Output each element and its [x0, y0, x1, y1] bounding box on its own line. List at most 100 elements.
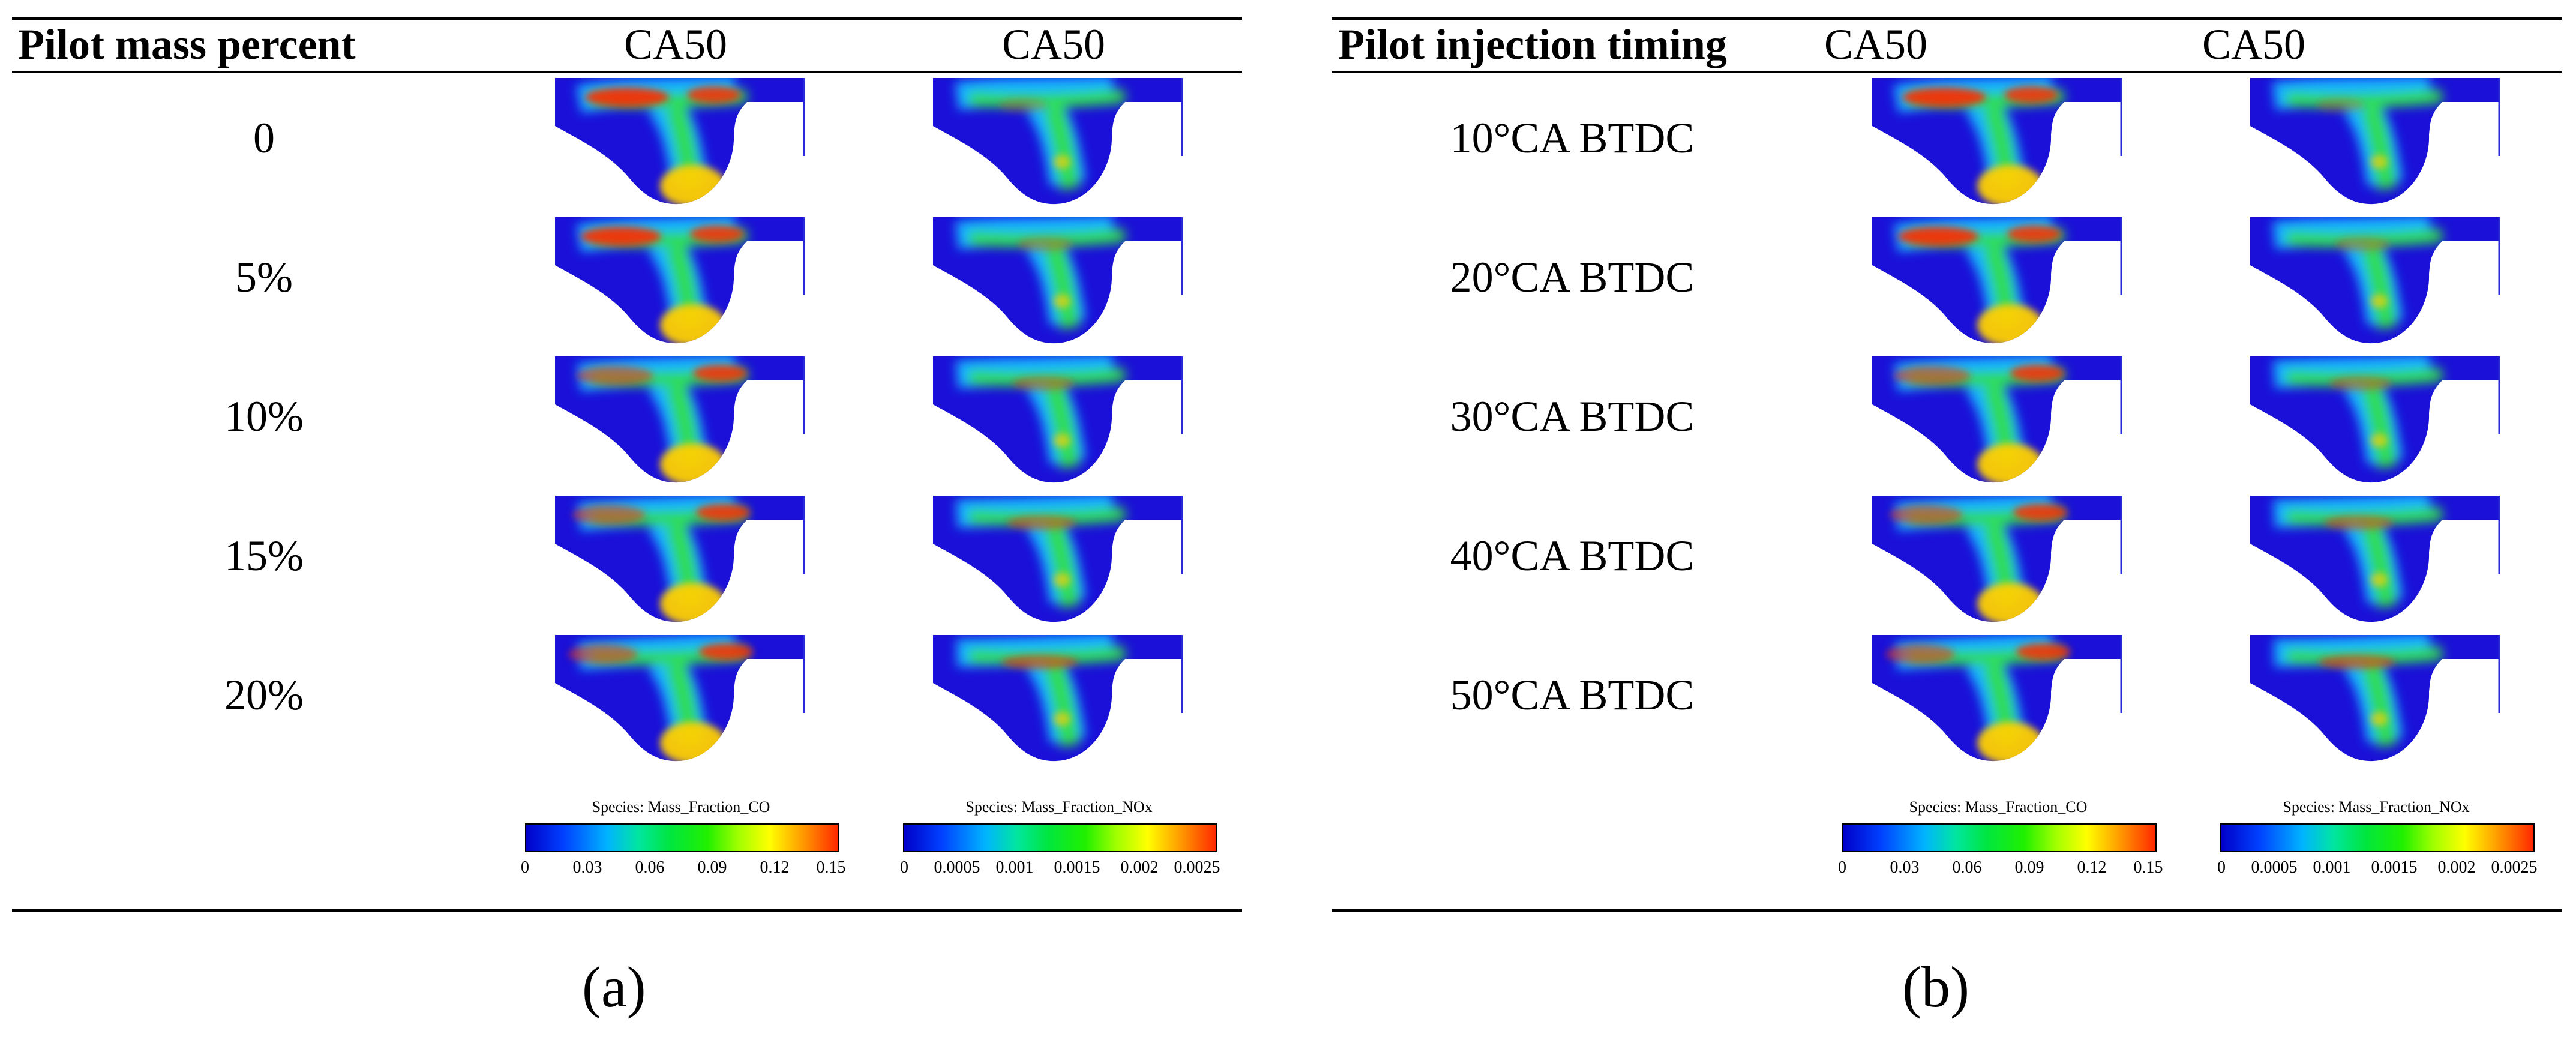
- tick-label: 0.12: [760, 858, 790, 877]
- contour-plot: [555, 356, 805, 483]
- header-ca50-co: CA50: [1824, 20, 1928, 68]
- tick-label: 0: [1838, 858, 1846, 877]
- colorbar-ticks: 0 0.03 0.06 0.09 0.12 0.15: [1836, 858, 2163, 882]
- row-label: 20%: [224, 671, 304, 719]
- colorbar-title: Species: Mass_Fraction_NOx: [2283, 798, 2470, 816]
- tick-label: 0: [900, 858, 908, 877]
- tick-label: 0.06: [1952, 858, 1982, 877]
- header-parameter: Pilot mass percent: [18, 20, 356, 68]
- co-contour-image: [1872, 635, 2124, 762]
- header-rule: [12, 71, 1242, 73]
- tick-label: 0.0015: [2371, 858, 2418, 877]
- colorbar-title: Species: Mass_Fraction_CO: [1909, 798, 2088, 816]
- co-contour-image: [1872, 78, 2124, 205]
- nox-contour-image: [2250, 496, 2502, 622]
- tick-label: 0.06: [635, 858, 665, 877]
- contour-plot: [555, 496, 805, 622]
- nox-contour-image: [933, 217, 1185, 344]
- tick-label: 0.03: [572, 858, 602, 877]
- row-label: 15%: [224, 532, 304, 580]
- tick-label: 0.09: [2014, 858, 2044, 877]
- tick-label: 0.002: [2437, 858, 2476, 877]
- contour-plot: [933, 78, 1183, 205]
- row-label: 30°CA BTDC: [1450, 392, 1695, 440]
- tick-label: 0.09: [697, 858, 727, 877]
- contour-plot: [1872, 635, 2122, 762]
- table-row: 30°CA BTDC: [1332, 350, 2562, 490]
- nox-contour-image: [933, 78, 1185, 205]
- colorbar-gradient: [1842, 823, 2157, 852]
- header-ca50-nox: CA50: [1002, 20, 1106, 68]
- contour-plot: [1872, 496, 2122, 622]
- contour-plot: [1872, 356, 2122, 483]
- contour-plot: [2250, 217, 2500, 344]
- panel-b-label: (b): [1902, 955, 1969, 1019]
- tick-label: 0.001: [2313, 858, 2351, 877]
- row-label: 10°CA BTDC: [1450, 114, 1695, 162]
- contour-plot: [2250, 78, 2500, 205]
- co-contour-image: [555, 496, 807, 622]
- table-row: 5%: [12, 211, 1242, 350]
- colorbar-co: Species: Mass_Fraction_CO 0 0.03 0.06 0.…: [1836, 792, 2163, 894]
- colorbar-gradient: [525, 823, 839, 852]
- co-contour-image: [555, 78, 807, 205]
- tick-label: 0: [521, 858, 529, 877]
- table-row: 10%: [12, 350, 1242, 490]
- row-label: 10%: [224, 392, 304, 440]
- table-row: 0: [12, 72, 1242, 211]
- bottom-rule: [12, 909, 1242, 912]
- contour-plot: [1872, 78, 2122, 205]
- contour-plot: [555, 217, 805, 344]
- row-label: 0: [253, 114, 275, 162]
- contour-plot: [555, 635, 805, 762]
- tick-label: 0.15: [2133, 858, 2163, 877]
- contour-plot: [2250, 496, 2500, 622]
- colorbar-gradient: [2220, 823, 2535, 852]
- tick-label: 0.0025: [2491, 858, 2538, 877]
- contour-plot: [2250, 356, 2500, 483]
- tick-label: 0.0025: [1174, 858, 1220, 877]
- colorbar-nox: Species: Mass_Fraction_NOx 0 0.0005 0.00…: [2214, 792, 2538, 894]
- nox-contour-image: [933, 356, 1185, 483]
- nox-contour-image: [933, 496, 1185, 622]
- contour-plot: [2250, 635, 2500, 762]
- contour-plot: [933, 496, 1183, 622]
- colorbar-gradient: [903, 823, 1217, 852]
- table-row: 15%: [12, 490, 1242, 629]
- tick-label: 0.001: [995, 858, 1034, 877]
- header-ca50-co: CA50: [624, 20, 728, 68]
- tick-label: 0.0005: [934, 858, 980, 877]
- row-label: 50°CA BTDC: [1450, 671, 1695, 719]
- panel-a-label: (a): [582, 955, 646, 1019]
- tick-label: 0.03: [1890, 858, 1920, 877]
- contour-plot: [933, 356, 1183, 483]
- table-row: 50°CA BTDC: [1332, 629, 2562, 768]
- panel-a: Pilot mass percent CA50 CA50 0: [12, 0, 1254, 936]
- tick-label: 0.12: [2077, 858, 2107, 877]
- contour-plot: [555, 78, 805, 205]
- co-contour-image: [1872, 217, 2124, 344]
- nox-contour-image: [933, 635, 1185, 762]
- co-contour-image: [555, 356, 807, 483]
- nox-contour-image: [2250, 635, 2502, 762]
- contour-plot: [933, 217, 1183, 344]
- panel-b: Pilot injection timing CA50 CA50 10°CA B…: [1332, 0, 2574, 936]
- co-contour-image: [555, 217, 807, 344]
- nox-contour-image: [2250, 78, 2502, 205]
- top-rule: [1332, 17, 2562, 20]
- header-ca50-nox: CA50: [2202, 20, 2306, 68]
- header-rule: [1332, 71, 2562, 73]
- table-row: 10°CA BTDC: [1332, 72, 2562, 211]
- table-row: 20%: [12, 629, 1242, 768]
- tick-label: 0.15: [816, 858, 846, 877]
- row-label: 20°CA BTDC: [1450, 253, 1695, 301]
- header-parameter: Pilot injection timing: [1338, 20, 1727, 68]
- colorbar-co: Species: Mass_Fraction_CO 0 0.03 0.06 0.…: [519, 792, 846, 894]
- nox-contour-image: [2250, 356, 2502, 483]
- colorbar-title: Species: Mass_Fraction_NOx: [965, 798, 1153, 816]
- tick-label: 0.0015: [1054, 858, 1100, 877]
- table-row: 40°CA BTDC: [1332, 490, 2562, 629]
- tick-label: 0.0005: [2251, 858, 2298, 877]
- co-contour-image: [1872, 496, 2124, 622]
- top-rule: [12, 17, 1242, 20]
